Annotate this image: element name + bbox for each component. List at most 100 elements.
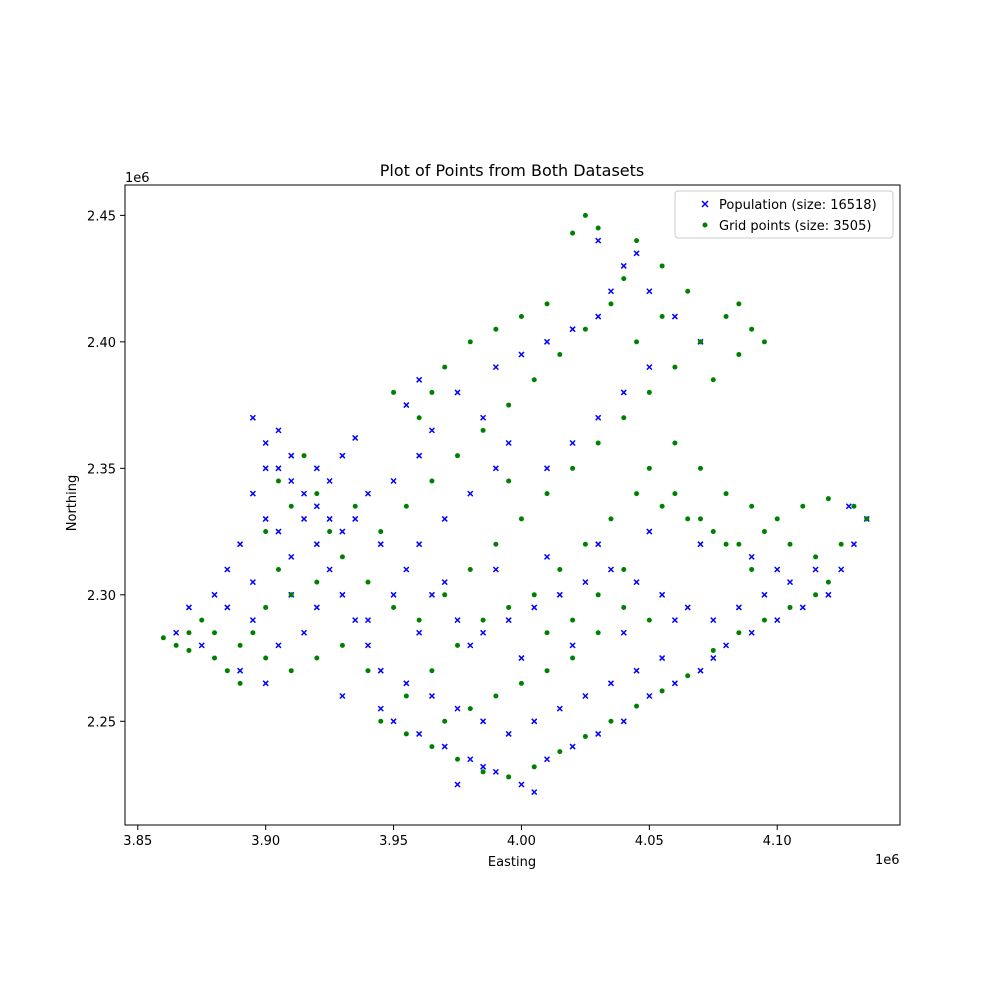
population-point — [301, 490, 308, 497]
population-point — [761, 591, 768, 598]
grid-point — [455, 756, 461, 762]
grid-point — [595, 630, 601, 636]
population-point — [774, 617, 781, 624]
grid-point — [621, 604, 627, 610]
population-point — [518, 781, 525, 788]
grid-point — [480, 427, 486, 433]
grid-point — [186, 630, 192, 636]
population-point — [326, 566, 333, 573]
population-point — [416, 541, 423, 548]
grid-point — [621, 415, 627, 421]
population-point — [531, 718, 538, 725]
grid-point — [570, 230, 576, 236]
grid-point — [275, 567, 281, 573]
population-point — [518, 351, 525, 358]
population-point — [262, 465, 269, 472]
grid-point — [327, 529, 333, 535]
population-point — [838, 566, 845, 573]
grid-point — [646, 617, 652, 623]
grid-point — [646, 465, 652, 471]
population-point — [237, 667, 244, 674]
grid-point — [749, 567, 755, 573]
grid-point — [378, 529, 384, 535]
grid-point — [493, 541, 499, 547]
grid-point — [224, 668, 230, 674]
population-point — [339, 452, 346, 459]
population-point — [313, 541, 320, 548]
legend-label-grid-points: Grid points (size: 3505) — [719, 219, 871, 234]
grid-point — [723, 314, 729, 320]
grid-point — [416, 617, 422, 623]
grid-point — [672, 440, 678, 446]
population-point — [275, 528, 282, 535]
grid-point — [685, 288, 691, 294]
grid-point — [672, 491, 678, 497]
population-point — [428, 692, 435, 700]
x-tick-label: 3.90 — [251, 834, 280, 849]
legend-population-marker-icon — [701, 200, 709, 208]
population-point — [480, 763, 487, 770]
grid-point — [659, 263, 665, 269]
grid-point — [199, 617, 205, 623]
population-point — [390, 591, 397, 598]
series-population — [173, 237, 870, 796]
population-point — [659, 591, 666, 598]
population-point — [620, 389, 627, 396]
grid-point — [352, 503, 358, 509]
population-point — [569, 439, 576, 447]
grid-point — [288, 668, 294, 674]
chart-title: Plot of Points from Both Datasets — [380, 161, 644, 180]
grid-point — [288, 503, 294, 509]
population-point — [313, 465, 320, 472]
grid-point — [173, 642, 179, 648]
grid-point — [531, 377, 537, 383]
x-offset-label: 1e6 — [875, 853, 900, 868]
population-point — [620, 262, 627, 269]
y-tick-label: 2.35 — [87, 462, 116, 477]
grid-point — [621, 567, 627, 573]
population-point — [326, 515, 333, 522]
population-point — [377, 541, 384, 548]
grid-point — [761, 529, 767, 535]
population-point — [467, 642, 474, 649]
grid-point — [314, 579, 320, 585]
grid-point — [685, 516, 691, 522]
population-point — [633, 250, 640, 257]
grid-point — [160, 635, 166, 641]
grid-point — [582, 541, 588, 547]
population-point — [633, 579, 640, 586]
legend-label-population: Population (size: 16518) — [719, 198, 877, 213]
grid-point — [723, 541, 729, 547]
grid-point — [518, 314, 524, 320]
population-point — [492, 364, 499, 371]
population-point — [237, 541, 244, 548]
grid-point — [825, 496, 831, 502]
population-point — [480, 718, 487, 725]
grid-point — [787, 541, 793, 547]
population-point — [416, 730, 423, 737]
x-tick-label: 4.00 — [507, 834, 536, 849]
grid-point — [237, 642, 243, 648]
population-point — [339, 528, 346, 535]
grid-point — [634, 703, 640, 709]
grid-point — [365, 579, 371, 585]
grid-point — [403, 731, 409, 737]
population-point — [454, 705, 461, 712]
legend-box — [674, 190, 894, 239]
population-point — [595, 313, 602, 320]
population-point — [646, 692, 653, 700]
grid-point — [825, 579, 831, 585]
grid-point — [455, 642, 461, 648]
grid-point — [403, 693, 409, 699]
population-point — [543, 338, 551, 345]
grid-point — [800, 503, 806, 509]
grid-point — [621, 276, 627, 282]
y-axis-label: Northing — [65, 475, 80, 531]
population-point — [607, 566, 615, 573]
y-tick-label: 2.30 — [87, 589, 116, 604]
grid-point — [429, 668, 435, 674]
grid-point — [442, 592, 448, 598]
population-point — [646, 288, 653, 295]
population-point — [185, 604, 192, 611]
grid-point — [442, 718, 448, 724]
